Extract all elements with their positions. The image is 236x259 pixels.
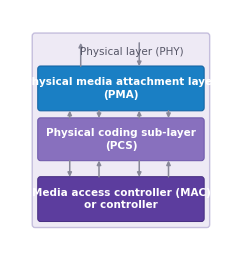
Text: Media access controller (MAC)
or controller: Media access controller (MAC) or control…: [32, 188, 210, 211]
FancyBboxPatch shape: [38, 66, 204, 111]
FancyBboxPatch shape: [32, 33, 210, 227]
Text: Physical coding sub-layer
(PCS): Physical coding sub-layer (PCS): [46, 128, 196, 151]
FancyBboxPatch shape: [38, 177, 204, 221]
Text: Physical media attachment layer
(PMA): Physical media attachment layer (PMA): [24, 77, 218, 100]
Text: Physical layer (PHY): Physical layer (PHY): [80, 47, 184, 57]
FancyBboxPatch shape: [38, 118, 204, 161]
